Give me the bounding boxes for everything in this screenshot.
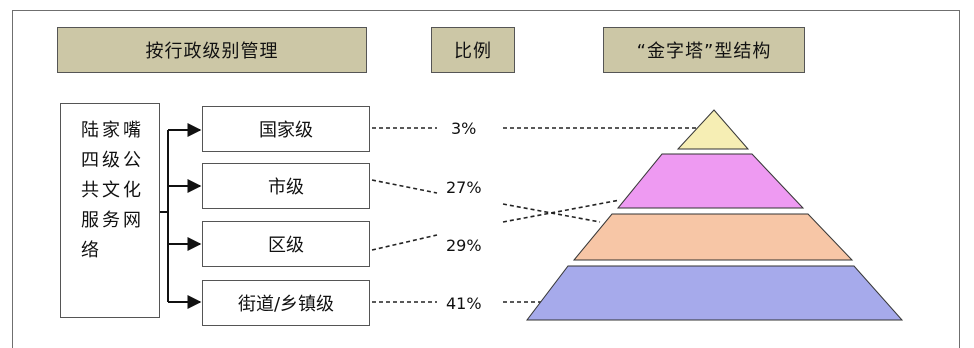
- level-street-label: 街道/乡镇级: [237, 294, 335, 315]
- pyramid-city: [616, 153, 805, 209]
- level-national-label: 国家级: [259, 120, 313, 141]
- level-city: 市级: [202, 163, 370, 209]
- level-street: 街道/乡镇级: [202, 280, 370, 326]
- pyramid-street: [525, 265, 904, 321]
- pyramid-national: [676, 109, 750, 150]
- pyramid-district: [572, 213, 854, 261]
- percent-street: 41%: [446, 294, 482, 313]
- level-national: 国家级: [202, 106, 370, 152]
- network-label: 陆家嘴四级公共文化服务网络: [81, 120, 144, 261]
- network-box: 陆家嘴四级公共文化服务网络: [60, 103, 160, 318]
- percent-national: 3%: [451, 119, 477, 138]
- level-district-label: 区级: [268, 235, 304, 256]
- header-pyramid: “金字塔”型结构: [603, 27, 805, 73]
- percent-city: 27%: [446, 178, 482, 197]
- percent-district: 29%: [446, 236, 482, 255]
- header-ratio: 比例: [431, 27, 515, 73]
- header-admin-level: 按行政级别管理: [57, 27, 367, 73]
- level-district: 区级: [202, 221, 370, 267]
- level-city-label: 市级: [268, 177, 304, 198]
- diagram-frame: [12, 10, 960, 348]
